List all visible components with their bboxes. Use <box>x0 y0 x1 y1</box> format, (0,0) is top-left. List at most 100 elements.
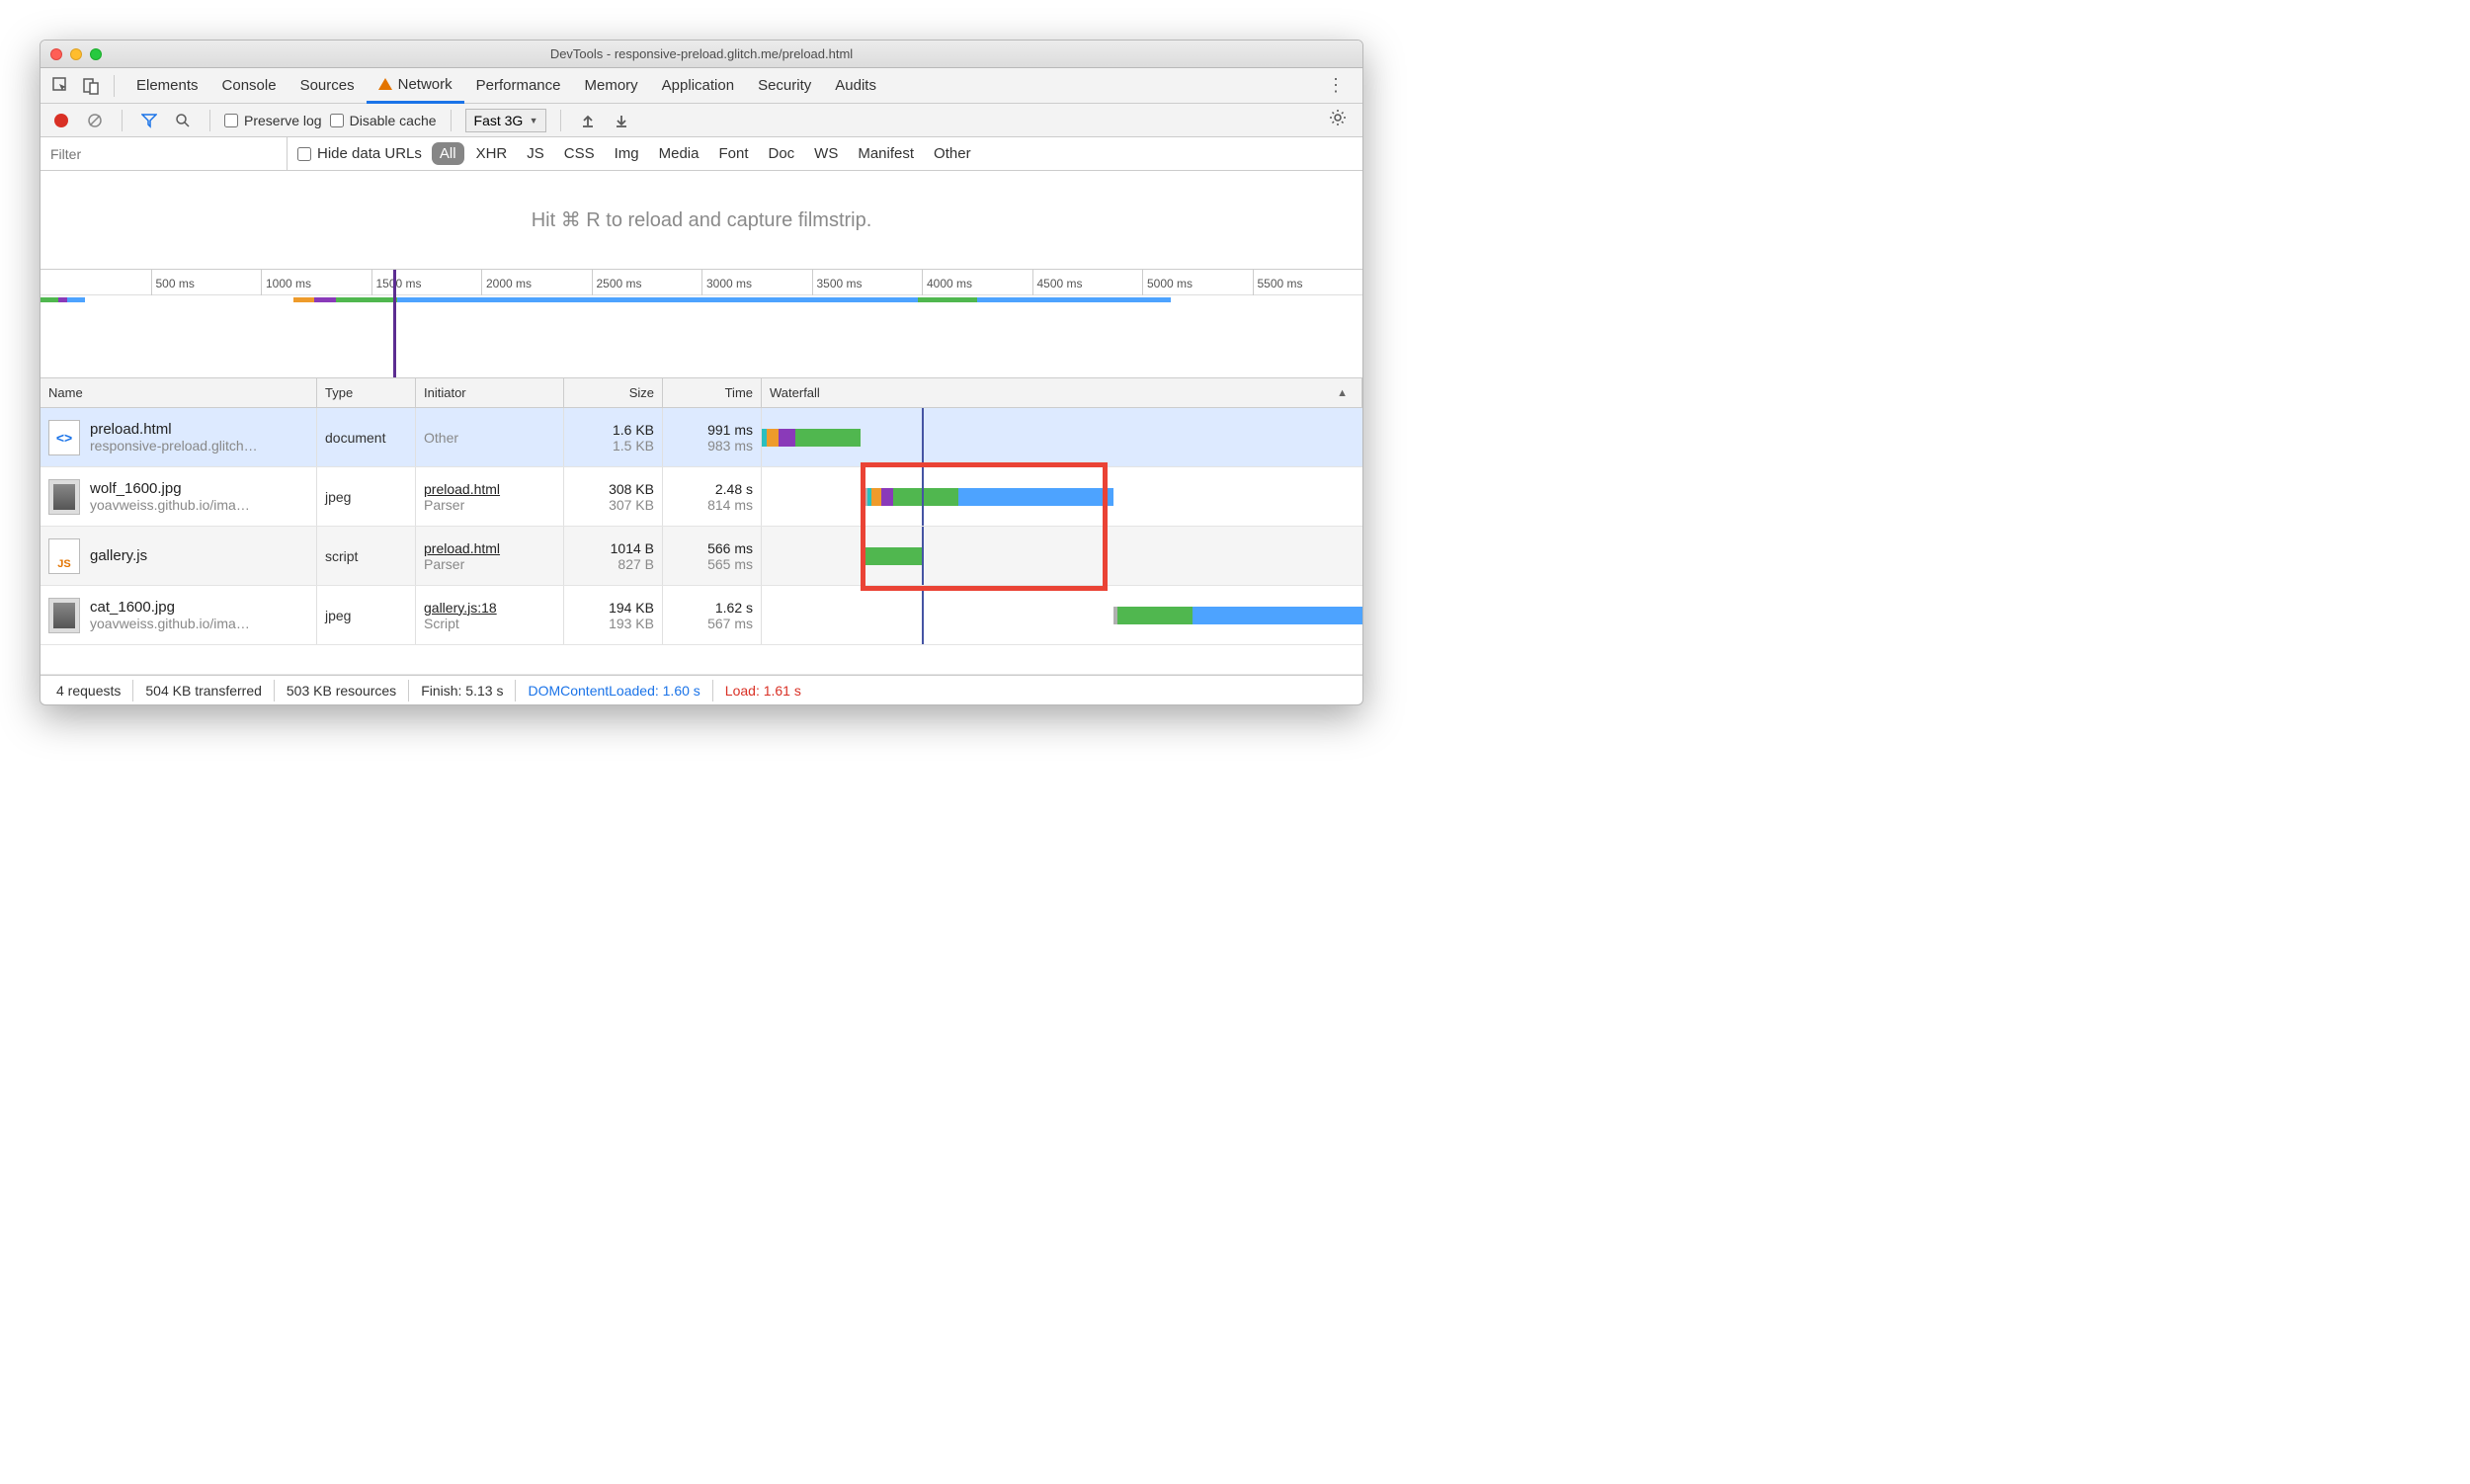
device-toggle-icon[interactable] <box>78 73 104 99</box>
waterfall-segment <box>881 488 893 506</box>
timeline-tick: 500 ms <box>151 270 195 295</box>
hide-data-urls-checkbox[interactable]: Hide data URLs <box>297 145 422 162</box>
request-type: jpeg <box>317 586 416 644</box>
waterfall-cell[interactable] <box>762 527 1362 585</box>
timeline-overview[interactable]: 500 ms1000 ms1500 ms2000 ms2500 ms3000 m… <box>41 270 1362 378</box>
request-table: preload.htmlresponsive-preload.glitch…do… <box>41 408 1362 645</box>
timeline-tick: 4500 ms <box>1032 270 1083 295</box>
tab-network[interactable]: Network <box>367 68 464 104</box>
close-icon[interactable] <box>50 48 62 60</box>
tab-application[interactable]: Application <box>650 68 746 104</box>
request-time: 566 ms <box>707 540 753 556</box>
dcl-line <box>922 586 924 644</box>
filter-type-js[interactable]: JS <box>519 142 552 165</box>
disable-cache-checkbox[interactable]: Disable cache <box>330 113 437 128</box>
waterfall-segment <box>767 429 779 447</box>
tab-audits[interactable]: Audits <box>823 68 888 104</box>
tab-label: Audits <box>835 77 876 94</box>
clear-icon[interactable] <box>82 108 108 133</box>
request-host: yoavweiss.github.io/ima… <box>90 497 250 513</box>
tab-memory[interactable]: Memory <box>573 68 650 104</box>
filter-input[interactable] <box>41 137 288 170</box>
settings-icon[interactable] <box>1321 109 1355 131</box>
tab-label: Elements <box>136 77 199 94</box>
tab-security[interactable]: Security <box>746 68 823 104</box>
request-time-sub: 983 ms <box>707 438 753 453</box>
filter-type-img[interactable]: Img <box>607 142 647 165</box>
search-icon[interactable] <box>170 108 196 133</box>
request-host: responsive-preload.glitch… <box>90 438 258 453</box>
request-time-sub: 567 ms <box>707 616 753 631</box>
request-time: 1.62 s <box>715 600 753 616</box>
request-time-sub: 814 ms <box>707 497 753 513</box>
filter-type-xhr[interactable]: XHR <box>468 142 516 165</box>
waterfall-cell[interactable] <box>762 467 1362 526</box>
request-initiator[interactable]: gallery.js:18 <box>424 600 555 616</box>
timeline-tick: 2500 ms <box>592 270 642 295</box>
tab-performance[interactable]: Performance <box>464 68 573 104</box>
waterfall-cell[interactable] <box>762 408 1362 466</box>
sort-ascending-icon: ▲ <box>1337 387 1348 399</box>
filter-type-font[interactable]: Font <box>710 142 756 165</box>
table-row[interactable]: gallery.jsscriptpreload.htmlParser1014 B… <box>41 527 1362 586</box>
waterfall-segment <box>1193 607 1362 624</box>
tab-label: Memory <box>585 77 638 94</box>
record-button[interactable] <box>48 108 74 133</box>
col-initiator[interactable]: Initiator <box>416 378 564 407</box>
filter-type-ws[interactable]: WS <box>806 142 846 165</box>
empty-row <box>41 645 1362 675</box>
table-header: Name Type Initiator Size Time Waterfall … <box>41 378 1362 408</box>
titlebar: DevTools - responsive-preload.glitch.me/… <box>41 41 1362 68</box>
inspect-icon[interactable] <box>48 73 74 99</box>
waterfall-segment <box>893 488 958 506</box>
filmstrip-hint: Hit ⌘ R to reload and capture filmstrip. <box>41 171 1362 270</box>
timeline-tick: 3000 ms <box>701 270 752 295</box>
stat-load: Load: 1.61 s <box>713 680 813 701</box>
tab-label: Security <box>758 77 811 94</box>
overview-bar <box>58 297 67 302</box>
preserve-log-label: Preserve log <box>244 113 322 128</box>
tab-elements[interactable]: Elements <box>124 68 210 104</box>
request-initiator[interactable]: preload.html <box>424 540 555 556</box>
tab-console[interactable]: Console <box>210 68 288 104</box>
table-row[interactable]: cat_1600.jpgyoavweiss.github.io/ima…jpeg… <box>41 586 1362 645</box>
filter-icon[interactable] <box>136 108 162 133</box>
waterfall-cell[interactable] <box>762 586 1362 644</box>
table-row[interactable]: wolf_1600.jpgyoavweiss.github.io/ima…jpe… <box>41 467 1362 527</box>
filter-type-all[interactable]: All <box>432 142 464 165</box>
filter-type-manifest[interactable]: Manifest <box>850 142 922 165</box>
filter-type-css[interactable]: CSS <box>556 142 603 165</box>
table-row[interactable]: preload.htmlresponsive-preload.glitch…do… <box>41 408 1362 467</box>
more-menu-icon[interactable]: ⋮ <box>1317 75 1355 96</box>
col-waterfall-label: Waterfall <box>770 385 820 400</box>
request-type: jpeg <box>317 467 416 526</box>
tab-sources[interactable]: Sources <box>288 68 367 104</box>
maximize-icon[interactable] <box>90 48 102 60</box>
upload-har-icon[interactable] <box>575 108 601 133</box>
col-size[interactable]: Size <box>564 378 663 407</box>
timeline-tick: 1500 ms <box>371 270 422 295</box>
col-type[interactable]: Type <box>317 378 416 407</box>
filter-type-media[interactable]: Media <box>651 142 707 165</box>
request-size: 1.6 KB <box>613 422 654 438</box>
col-time[interactable]: Time <box>663 378 762 407</box>
preserve-log-checkbox[interactable]: Preserve log <box>224 113 322 128</box>
col-name[interactable]: Name <box>41 378 317 407</box>
overview-bar <box>293 297 313 302</box>
request-initiator[interactable]: preload.html <box>424 481 555 497</box>
filter-type-other[interactable]: Other <box>926 142 979 165</box>
request-initiator-sub: Parser <box>424 556 555 572</box>
minimize-icon[interactable] <box>70 48 82 60</box>
request-size: 308 KB <box>609 481 654 497</box>
col-waterfall[interactable]: Waterfall ▲ <box>762 378 1362 407</box>
dom-content-loaded-marker <box>393 270 396 377</box>
download-har-icon[interactable] <box>609 108 634 133</box>
img-file-icon <box>48 479 80 515</box>
timeline-tick: 4000 ms <box>922 270 972 295</box>
dcl-line <box>922 467 924 526</box>
doc-file-icon <box>48 420 80 455</box>
filter-type-doc[interactable]: Doc <box>760 142 802 165</box>
throttling-select[interactable]: Fast 3G <box>465 109 546 132</box>
overview-bar <box>41 297 58 302</box>
overview-bar <box>67 297 85 302</box>
